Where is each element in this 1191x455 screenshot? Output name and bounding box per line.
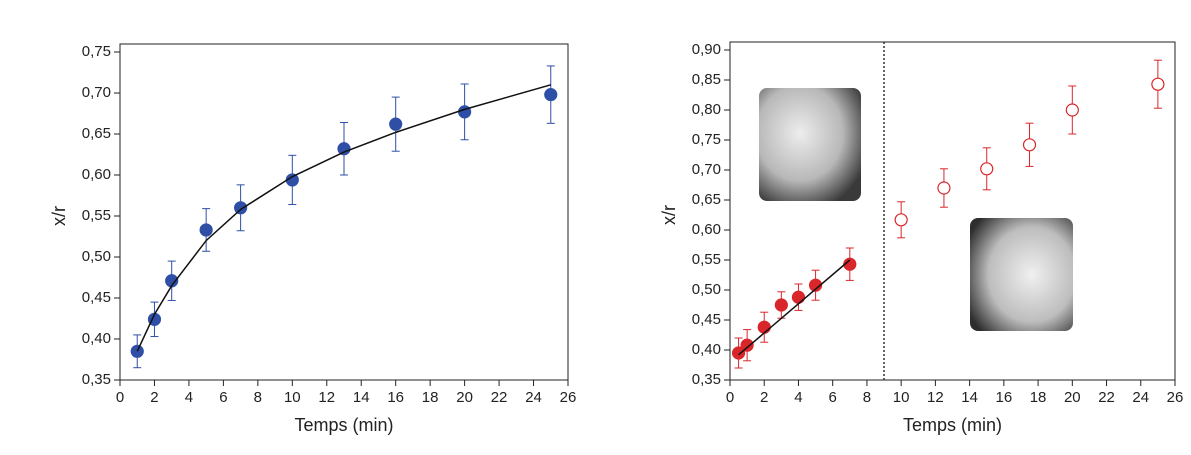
fit-line (136, 84, 551, 352)
point (937, 181, 951, 195)
x-tick-label: 4 (794, 389, 802, 406)
x-tick-label: 26 (1167, 389, 1184, 406)
y-tick-label: 0,85 (692, 71, 721, 88)
x-tick-label: 0 (726, 389, 734, 406)
x-tick-label: 14 (353, 389, 370, 406)
y-tick-label: 0,60 (82, 166, 111, 183)
plot-frame (729, 41, 1176, 381)
point (731, 346, 746, 360)
y-tick-label: 0,55 (692, 251, 721, 268)
point (757, 320, 771, 334)
y-tick-label: 0,75 (692, 131, 721, 148)
y-tick-label: 0,50 (692, 281, 721, 298)
x-tick-label: 18 (1030, 389, 1047, 406)
y-tick-label: 0,70 (692, 161, 721, 178)
y-tick-label: 0,55 (82, 207, 111, 224)
point (1151, 77, 1165, 91)
point (337, 142, 351, 156)
y-tick-label: 0,60 (692, 221, 721, 238)
y-tick-label: 0,35 (82, 371, 111, 388)
x-tick-label: 26 (560, 389, 577, 406)
fit-line (738, 259, 851, 356)
point (808, 278, 823, 292)
x-tick-label: 8 (254, 389, 262, 406)
x-tick-label: 24 (525, 389, 542, 406)
y-tick-label: 0,40 (82, 330, 111, 347)
y-tick-label: 0,90 (692, 41, 721, 58)
x-tick-label: 2 (150, 389, 158, 406)
y-tick-label: 0,80 (692, 101, 721, 118)
point (740, 338, 754, 352)
x-tick-label: 12 (318, 389, 335, 406)
x-tick-label: 14 (961, 389, 978, 406)
y-tick-label: 0,50 (82, 248, 111, 265)
point (791, 290, 806, 304)
point (980, 162, 994, 176)
x-tick-label: 4 (185, 389, 193, 406)
inset-image (759, 88, 861, 201)
x-tick-label: 20 (456, 389, 473, 406)
x-tick-label: 22 (491, 389, 508, 406)
point (1065, 103, 1079, 117)
x-tick-label: 16 (387, 389, 404, 406)
x-tick-label: 22 (1098, 389, 1115, 406)
x-tick-label: 10 (284, 389, 301, 406)
point (234, 201, 248, 215)
x-tick-label: 12 (927, 389, 944, 406)
x-tick-label: 6 (219, 389, 227, 406)
point (1022, 138, 1037, 152)
x-tick-label: 16 (996, 389, 1013, 406)
x-tick-label: 6 (829, 389, 837, 406)
x-tick-label: 18 (422, 389, 439, 406)
point (894, 213, 908, 227)
inset-image (970, 218, 1073, 331)
x-tick-label: 8 (863, 389, 871, 406)
x-tick-label: 2 (760, 389, 768, 406)
y-tick-label: 0,35 (692, 371, 721, 388)
y-tick-label: 0,75 (82, 43, 111, 60)
x-tick-label: 0 (116, 389, 124, 406)
x-tick-label: 10 (893, 389, 910, 406)
y-axis-title: x/r (659, 205, 679, 225)
y-tick-label: 0,45 (82, 289, 111, 306)
y-tick-label: 0,45 (692, 311, 721, 328)
y-tick-label: 0,40 (692, 341, 721, 358)
y-tick-label: 0,65 (692, 191, 721, 208)
point (389, 117, 403, 131)
y-tick-label: 0,70 (82, 84, 111, 101)
point (199, 223, 213, 237)
y-tick-label: 0,65 (82, 125, 111, 142)
x-tick-label: 20 (1064, 389, 1081, 406)
point (544, 88, 558, 102)
x-axis-title: Temps (min) (903, 415, 1002, 435)
plot-frame (119, 43, 569, 381)
x-tick-label: 24 (1132, 389, 1149, 406)
x-axis-title: Temps (min) (294, 415, 393, 435)
point (774, 298, 788, 312)
y-axis-title: x/r (49, 206, 69, 226)
